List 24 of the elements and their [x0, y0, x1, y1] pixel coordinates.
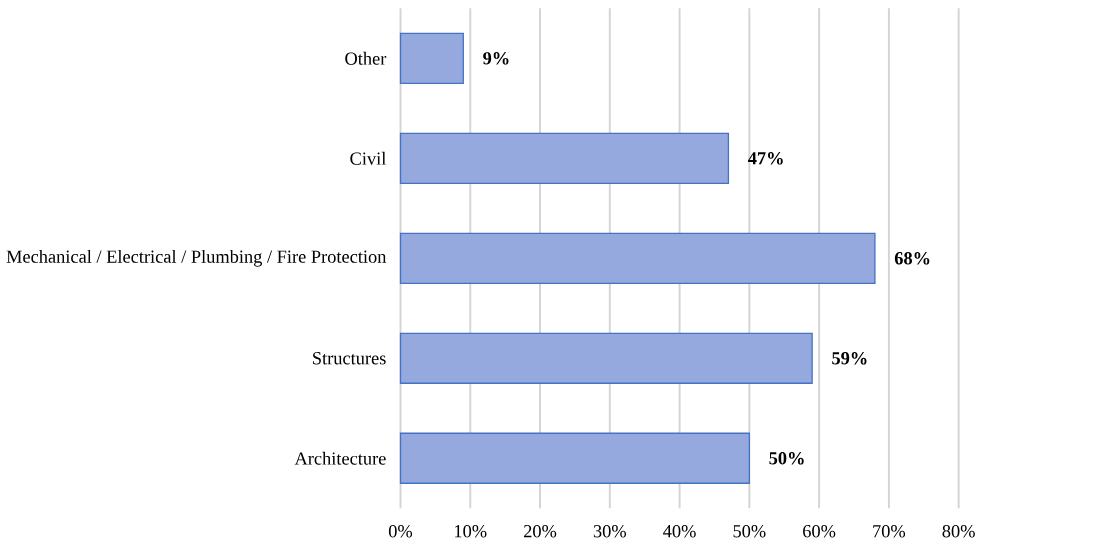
- x-tick-label: 50%: [733, 524, 766, 538]
- y-tick-label: Mechanical / Electrical / Plumbing / Fire Protection: [6, 249, 387, 267]
- x-tick-label: 80%: [942, 524, 975, 538]
- x-tick-label: 0%: [388, 524, 413, 538]
- y-tick-label: Civil: [350, 151, 386, 165]
- y-tick-label: Structures: [313, 352, 386, 365]
- data-label: 59%: [832, 351, 867, 365]
- bar: [399, 132, 730, 184]
- x-tick-label: 20%: [524, 524, 557, 538]
- y-tick-label: Architecture: [294, 451, 386, 465]
- y-tick-label: Other: [345, 51, 387, 65]
- bar: [399, 232, 876, 284]
- bar: [399, 332, 813, 384]
- data-label: 50%: [769, 451, 804, 465]
- x-tick-label: 10%: [455, 524, 487, 538]
- data-label: 47%: [747, 151, 783, 165]
- bar: [399, 32, 464, 84]
- data-label: 9%: [483, 51, 509, 65]
- x-tick-label: 30%: [593, 524, 627, 538]
- bar: [399, 432, 750, 484]
- x-tick-label: 70%: [873, 524, 906, 538]
- data-label: 68%: [894, 251, 930, 265]
- x-tick-label: 60%: [803, 524, 836, 538]
- x-tick-label: 40%: [663, 524, 696, 538]
